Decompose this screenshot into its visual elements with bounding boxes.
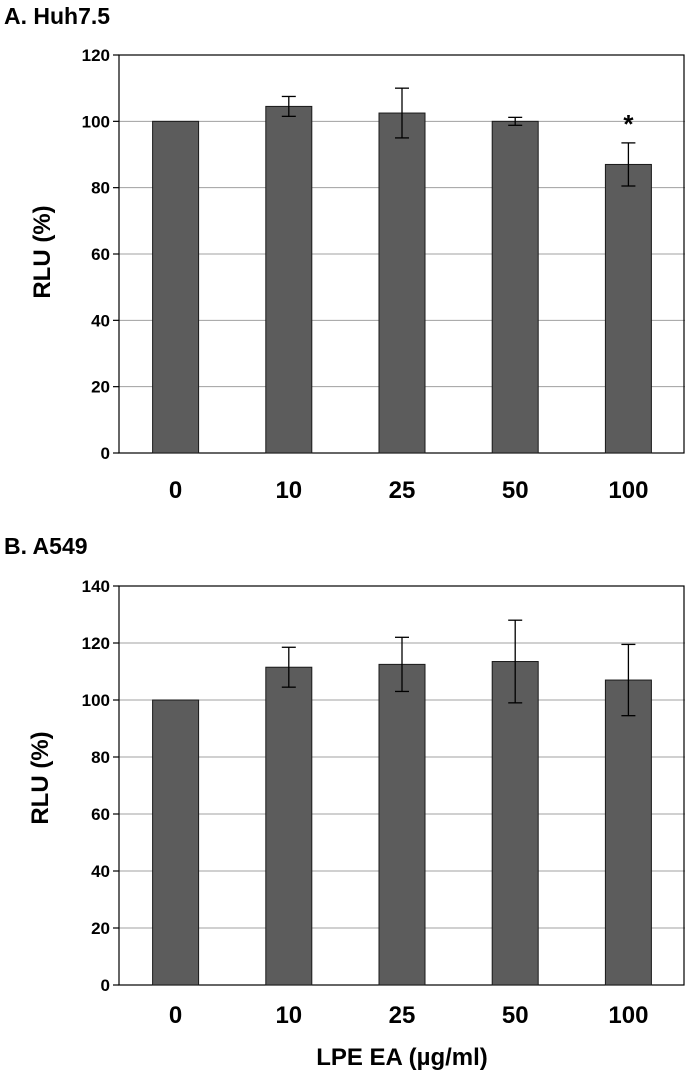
y-tick-label: 0 — [101, 444, 110, 463]
y-tick-label: 80 — [91, 748, 110, 767]
bar — [152, 699, 200, 986]
bar — [491, 120, 539, 454]
bar — [265, 105, 313, 454]
y-tick-label: 0 — [101, 976, 110, 995]
chart-panel-0: 0 20 40 60 80 100 120 0 10 25 50 100 * — [82, 46, 685, 504]
bar — [378, 663, 426, 986]
y-tick-label: 100 — [82, 112, 110, 131]
bar — [152, 120, 200, 454]
x-category-label: 25 — [389, 1002, 416, 1029]
panel-b-title: B. A549 — [4, 533, 88, 559]
panel-a-title: A. Huh7.5 — [4, 3, 111, 29]
bar — [604, 679, 652, 986]
y-tick-label: 120 — [82, 46, 110, 65]
x-category-label: 0 — [169, 477, 182, 504]
x-axis-label: LPE EA (µg/ml) — [316, 1044, 488, 1071]
y-tick-label: 60 — [91, 805, 110, 824]
x-category-label: 25 — [389, 477, 416, 504]
bar — [378, 112, 426, 454]
bar — [604, 163, 652, 454]
y-tick-label: 40 — [91, 311, 110, 330]
y-tick-label: 80 — [91, 179, 110, 198]
x-category-label: 50 — [502, 1002, 529, 1029]
bar — [265, 666, 313, 986]
x-category-label: 10 — [275, 477, 302, 504]
x-category-label: 100 — [608, 1002, 648, 1029]
bar — [491, 661, 539, 986]
y-tick-label: 20 — [91, 378, 110, 397]
y-tick-label: 100 — [82, 691, 110, 710]
y-tick-label: 40 — [91, 862, 110, 881]
x-category-label: 50 — [502, 477, 529, 504]
y-tick-label: 60 — [91, 245, 110, 264]
y-tick-label: 140 — [82, 577, 110, 596]
x-category-label: 100 — [608, 477, 648, 504]
chart-panel-1: 0 20 40 60 80 100 120 140 0 10 25 50 100 — [82, 577, 685, 1029]
x-category-label: 0 — [169, 1002, 182, 1029]
y-tick-label: 20 — [91, 919, 110, 938]
x-category-label: 10 — [275, 1002, 302, 1029]
y-tick-label: 120 — [82, 634, 110, 653]
significance-annotation: * — [623, 109, 634, 139]
